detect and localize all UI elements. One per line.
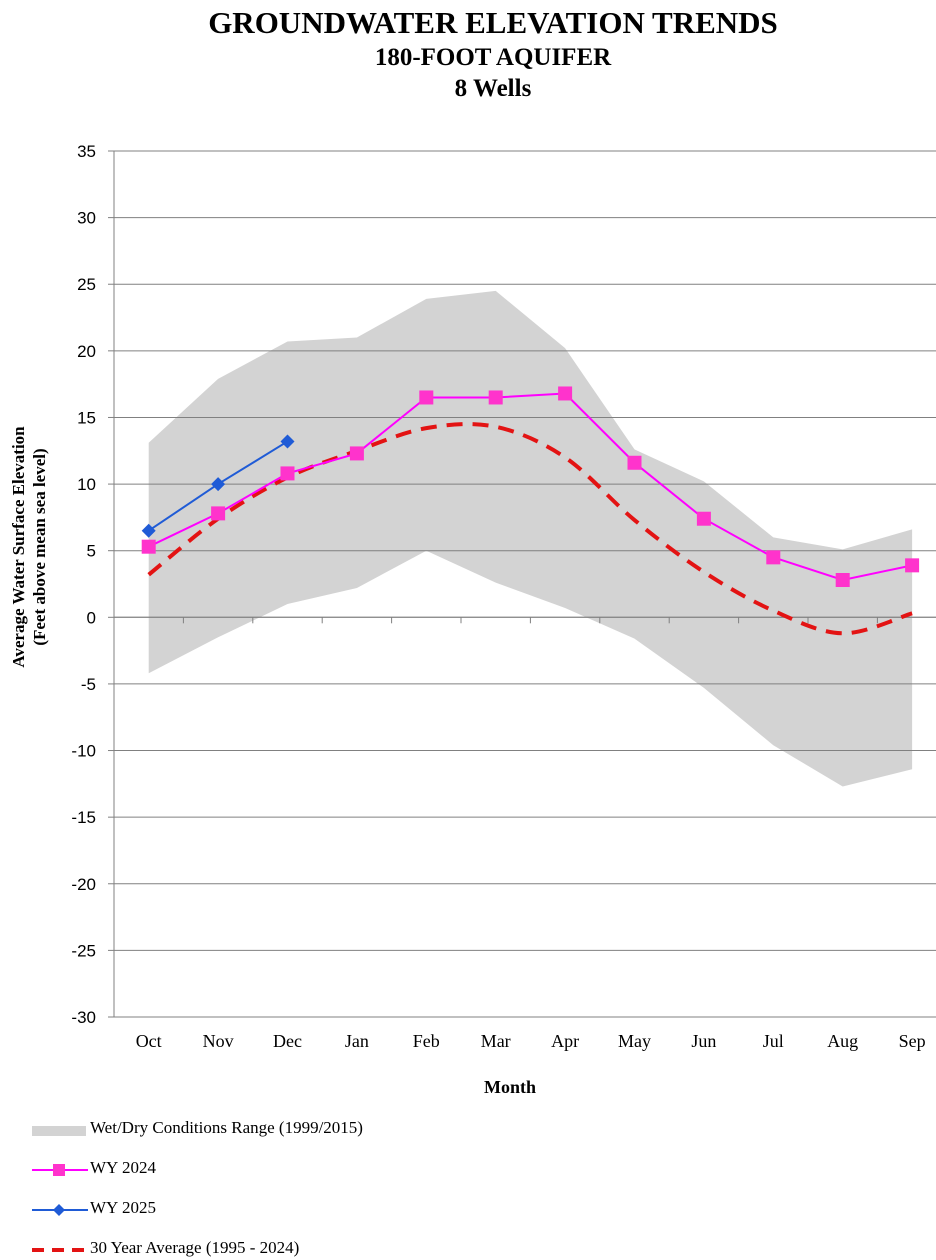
wy2024-point [349, 446, 364, 461]
x-tick-label: Oct [136, 1031, 162, 1051]
x-tick-label: Jun [691, 1031, 716, 1051]
wy2025-point [141, 523, 156, 538]
y-tick-label: -25 [71, 941, 96, 960]
y-tick-label: -30 [71, 1008, 96, 1027]
wy2025-point [211, 477, 226, 492]
series-line-wy2024 [148, 392, 913, 582]
legend-label-range: Wet/Dry Conditions Range (1999/2015) [90, 1118, 363, 1137]
x-tick-label: Apr [551, 1031, 579, 1051]
chart-subtitle: 180-FOOT AQUIFER [374, 44, 612, 71]
x-tick-label: Aug [827, 1031, 858, 1051]
y-tick-label: -5 [81, 675, 96, 694]
x-tick-label: Jul [763, 1031, 784, 1051]
y-tick-label: 35 [77, 142, 96, 161]
y-tick-label: 20 [77, 342, 96, 361]
diamond-marker-line-icon [32, 1204, 88, 1216]
chart-subtitle-wells: 8 Wells [454, 75, 532, 102]
wy2024-point [558, 386, 573, 401]
legend-label-wy2025: WY 2025 [90, 1198, 156, 1217]
y-tick-label: 0 [87, 608, 96, 627]
wy2024-point [905, 558, 920, 573]
y-tick-label: -10 [71, 742, 96, 761]
x-tick-label: Jan [345, 1031, 369, 1051]
y-tick-label: 25 [77, 275, 96, 294]
chart-titles: GROUNDWATER ELEVATION TRENDS 180-FOOT AQ… [0, 0, 936, 104]
wy2024-point [488, 390, 503, 405]
chart-title: GROUNDWATER ELEVATION TRENDS [208, 5, 778, 40]
y-tick-label: -15 [71, 808, 96, 827]
x-tick-label: Nov [203, 1031, 234, 1051]
y-tick-label: 30 [77, 209, 96, 228]
y-axis-label: Average Water Surface Elevation [9, 426, 28, 668]
legend-label-wy2024: WY 2024 [90, 1158, 156, 1177]
x-tick-label: Mar [481, 1031, 511, 1051]
x-tick-label: Dec [273, 1031, 302, 1051]
series-line-30yr-average [147, 422, 913, 636]
y-tick-label: -20 [71, 875, 96, 894]
wy2024-point [280, 466, 295, 481]
wy2025-point [280, 434, 295, 449]
x-tick-label: May [618, 1031, 651, 1051]
range-band [148, 290, 913, 787]
dashed-line-icon [32, 1248, 88, 1252]
wy2024-point [627, 455, 642, 470]
y-tick-label: 15 [77, 408, 96, 427]
x-tick-label: Sep [899, 1031, 926, 1051]
range-swatch-icon [32, 1126, 86, 1136]
y-axis-label-units: (Feet above mean sea level) [30, 448, 49, 645]
wy2024-point [211, 506, 226, 521]
x-axis-label: Month [484, 1077, 536, 1097]
wy2024-point [696, 511, 711, 526]
y-tick-label: 10 [77, 475, 96, 494]
wy2024-point [419, 390, 434, 405]
square-marker-line-icon [32, 1164, 88, 1176]
x-tick-label: Feb [413, 1031, 440, 1051]
legend-label-avg30: 30 Year Average (1995 - 2024) [90, 1238, 300, 1257]
wy2024-point [766, 550, 781, 565]
wy2024-point [835, 573, 850, 588]
wy2024-point [141, 539, 156, 554]
y-tick-label: 5 [87, 542, 96, 561]
